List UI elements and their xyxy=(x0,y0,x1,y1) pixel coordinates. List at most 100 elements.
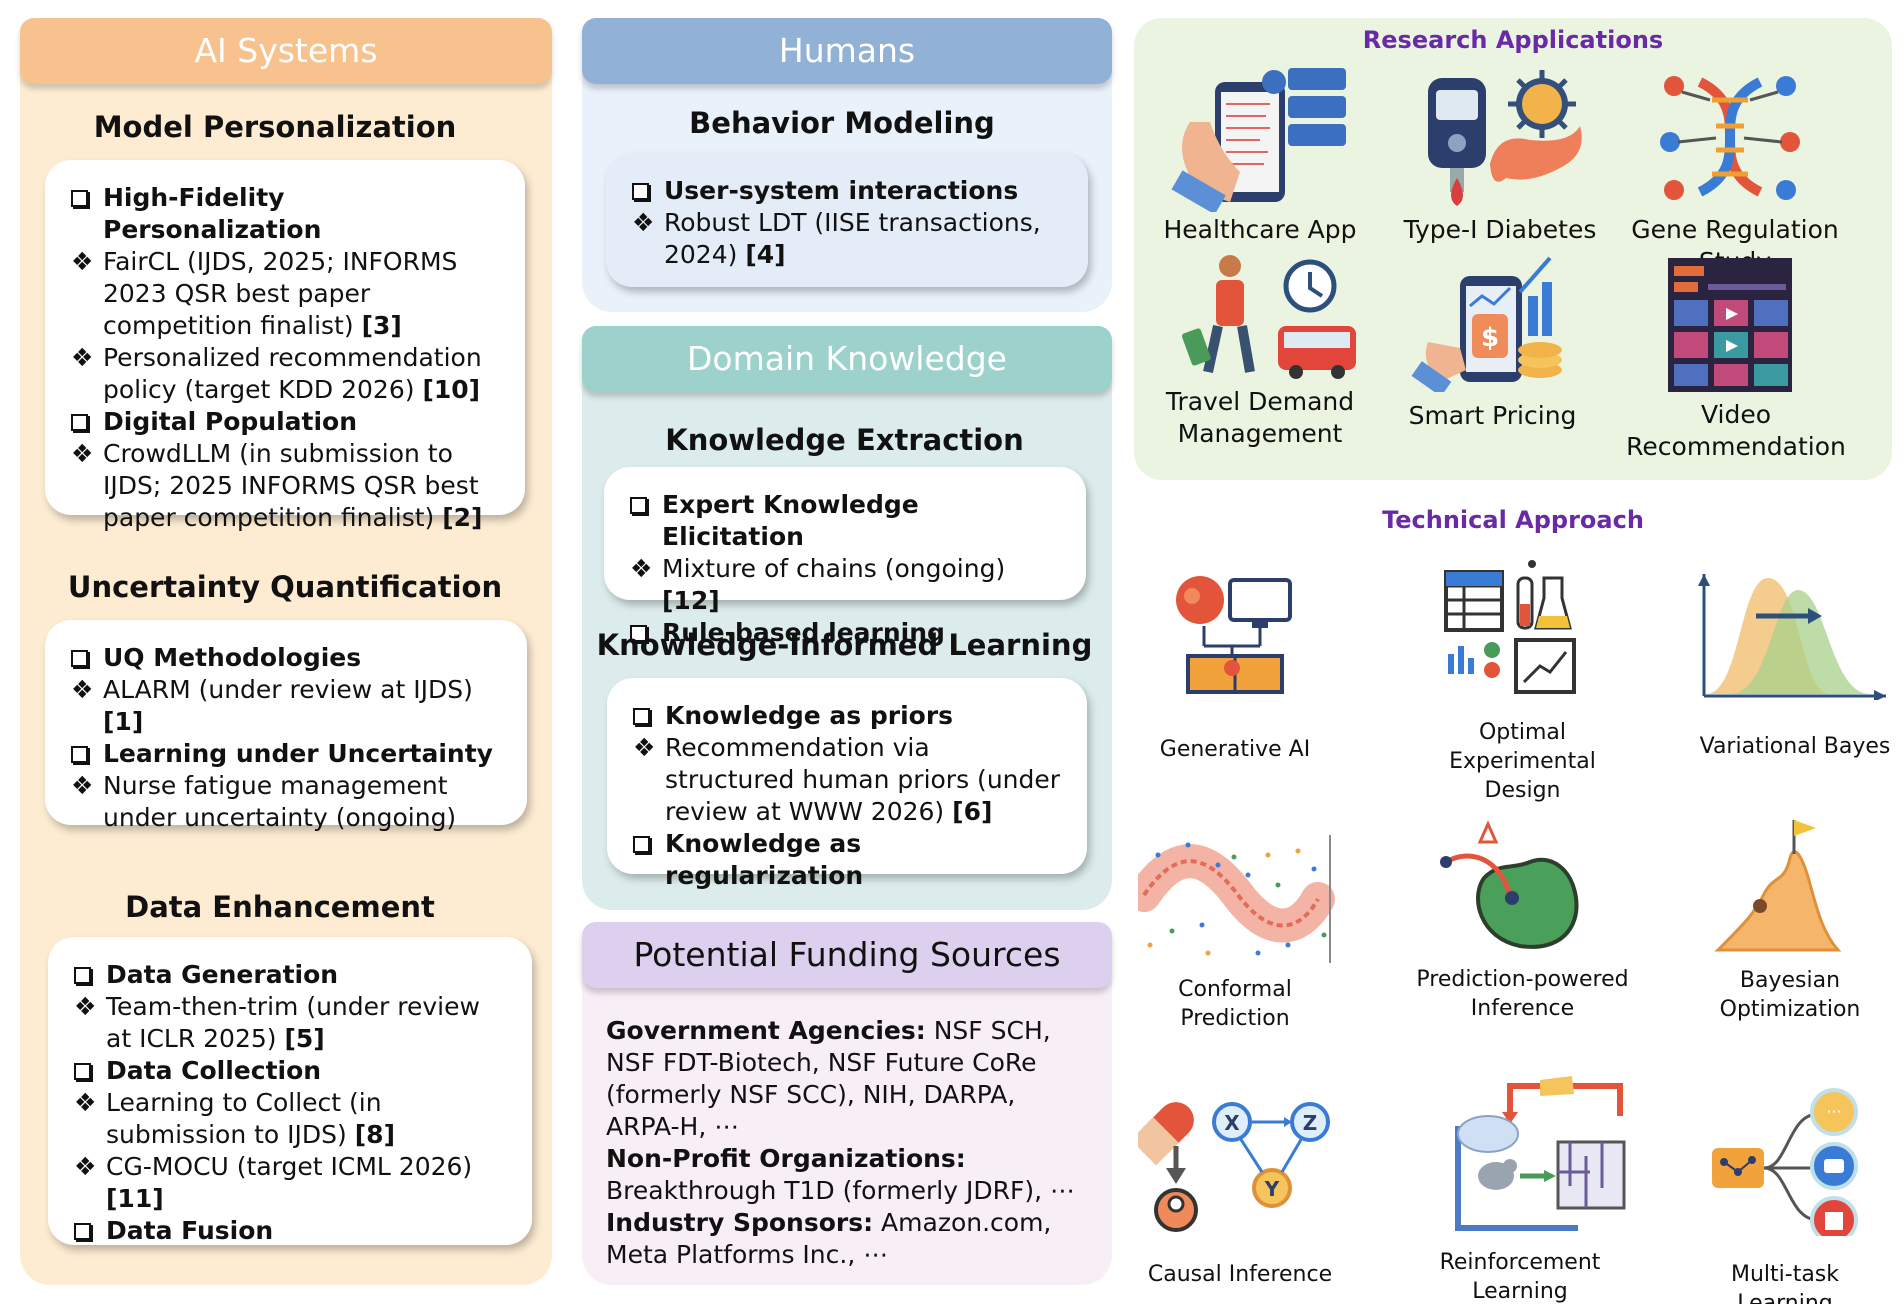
diamond-bullet-icon: ❖ xyxy=(633,733,656,762)
list-text: Nurse fatigue management under uncertain… xyxy=(103,771,457,832)
app-label-smart-pricing: Smart Pricing xyxy=(1408,401,1577,430)
tech-label-conformal-prediction: Conformal Prediction xyxy=(1178,977,1292,1031)
healthcare-app-icon xyxy=(1171,68,1346,212)
list-text: Robust LDT (IISE transactions, 2024) xyxy=(664,208,1041,269)
app-label-travel-demand: Travel Demand Management xyxy=(1165,387,1355,448)
data-enhancement-card: Data Generation ❖ Team-then-trim (under re… xyxy=(48,937,532,1245)
behavior-modeling-title: Behavior Modeling xyxy=(689,106,995,140)
checkbox-bullet-icon xyxy=(74,959,100,992)
list-text: Data Collection xyxy=(106,1056,322,1085)
tech-label-prediction-powered-inference: Prediction-powered Inference xyxy=(1416,967,1629,1021)
funding-nonprofit: Non-Profit Organizations: Breakthrough T… xyxy=(606,1144,1076,1205)
funding-header: Potential Funding Sources xyxy=(582,922,1112,988)
diabetes-icon xyxy=(1428,70,1582,206)
list-item: ❖ CG-MOCU (target ICML 2026) [11] xyxy=(74,1151,508,1215)
knowledge-informed-learning-title: Knowledge-Informed Learning xyxy=(596,628,1093,662)
list-heading: Learning under Uncertainty xyxy=(71,738,503,770)
tech-label-generative-ai: Generative AI xyxy=(1159,737,1311,762)
multi-task-learning-icon: ··· xyxy=(1712,1088,1858,1236)
list-heading: Data Generation xyxy=(74,959,508,991)
list-text: UQ Methodologies xyxy=(103,643,362,672)
causal-node-y: Y xyxy=(1264,1177,1280,1201)
list-text: CrowdLLM (in submission to IJDS; 2025 IN… xyxy=(103,439,479,532)
list-item: ❖ CrowdLLM (in submission to IJDS; 2025 I… xyxy=(71,438,501,534)
checkbox-bullet-icon xyxy=(630,489,656,522)
diamond-bullet-icon: ❖ xyxy=(71,439,94,468)
knowledge-informed-learning-card: Knowledge as priors ❖ Recommendation via s… xyxy=(607,678,1087,890)
list-item: ❖ Robust LDT (IISE transactions, 2024) [4… xyxy=(632,207,1064,271)
checkbox-bullet-icon xyxy=(633,700,659,733)
diamond-bullet-icon: ❖ xyxy=(71,771,94,800)
tech-label-bayesian-optimization: Bayesian Optimization xyxy=(1719,968,1861,1022)
diamond-bullet-icon: ❖ xyxy=(630,554,653,583)
list-heading: Digital Population xyxy=(71,406,501,438)
model-personalization-title: Model Personalization xyxy=(93,110,457,144)
data-enhancement-title: Data Enhancement xyxy=(125,890,435,924)
causal-node-x: X xyxy=(1224,1111,1240,1135)
reference-number: [1] xyxy=(103,707,144,736)
checkbox-bullet-icon xyxy=(632,175,658,208)
tech-label-optimal-experimental-design: Optimal Experimental Design xyxy=(1449,720,1596,803)
diamond-bullet-icon: ❖ xyxy=(71,343,94,372)
list-heading: High-Fidelity Personalization xyxy=(71,182,501,246)
prediction-powered-inference-icon xyxy=(1440,820,1579,949)
list-item: ❖ ALARM (under review at IJDS) [1] xyxy=(71,674,503,738)
causal-inference-icon: X Z Y xyxy=(1138,1102,1330,1232)
experimental-design-icon xyxy=(1444,560,1576,694)
diamond-bullet-icon: ❖ xyxy=(71,247,94,276)
diamond-bullet-icon: ❖ xyxy=(74,1088,97,1117)
diamond-bullet-icon: ❖ xyxy=(74,992,97,1021)
reference-number: [12] xyxy=(662,586,720,615)
list-heading: Data Fusion xyxy=(74,1215,508,1247)
diamond-bullet-icon: ❖ xyxy=(74,1152,97,1181)
list-item: ❖ Learning to Collect (in submission to I… xyxy=(74,1087,508,1151)
checkbox-bullet-icon xyxy=(71,406,97,439)
generative-ai-icon xyxy=(1176,576,1292,694)
list-text: Data Generation xyxy=(106,960,339,989)
conformal-prediction-icon xyxy=(1138,835,1335,963)
reference-number: [4] xyxy=(745,240,786,269)
list-text: High-Fidelity Personalization xyxy=(103,183,322,244)
smart-pricing-icon: $ xyxy=(1411,256,1562,392)
list-text: Learning under Uncertainty xyxy=(103,739,493,768)
model-personalization-card: High-Fidelity Personalization ❖ FairCL (IJ… xyxy=(45,160,525,532)
reinforcement-learning-icon xyxy=(1455,1076,1626,1231)
causal-node-z: Z xyxy=(1303,1111,1318,1135)
checkbox-bullet-icon xyxy=(630,617,656,650)
behavior-modeling-card: User-system interactions ❖ Robust LDT (IIS… xyxy=(606,153,1088,287)
list-text: User-system interactions xyxy=(664,176,1019,205)
video-recommendation-icon xyxy=(1668,258,1792,392)
list-item: ❖ Mixture of chains (ongoing) [12] xyxy=(630,553,1062,617)
funding-industry: Industry Sponsors: Amazon.com, Meta Plat… xyxy=(606,1208,1052,1269)
list-item: ❖ Nurse fatigue management under uncertai… xyxy=(71,770,503,834)
checkbox-bullet-icon xyxy=(71,738,97,771)
list-text: ALARM (under review at IJDS) xyxy=(103,675,473,704)
research-applications-title: Research Applications xyxy=(1362,26,1664,54)
list-item: ❖ Team-then-trim (under review at ICLR 20… xyxy=(74,991,508,1055)
tech-label-reinforcement-learning: Reinforcement Learning xyxy=(1439,1250,1601,1304)
knowledge-extraction-card: Expert Knowledge Elicitation ❖ Mixture of … xyxy=(604,467,1086,647)
list-text: Mixture of chains (ongoing) xyxy=(662,554,1006,583)
diamond-bullet-icon: ❖ xyxy=(632,208,655,237)
reference-number: [2] xyxy=(442,503,483,532)
reference-number: [3] xyxy=(361,311,402,340)
list-heading: Data Collection xyxy=(74,1055,508,1087)
list-heading: Rule-based learning xyxy=(630,617,1062,649)
list-text: Rule-based learning xyxy=(662,618,945,647)
travel-icon xyxy=(1181,255,1356,379)
list-heading: User-system interactions xyxy=(632,175,1064,207)
funding-text: Government Agencies: NSF SCH, NSF FDT-Bi… xyxy=(606,1015,1096,1271)
funding-panel xyxy=(582,932,1112,1285)
svg-text:$: $ xyxy=(1481,323,1499,353)
list-heading: Expert Knowledge Elicitation xyxy=(630,489,1062,553)
uncertainty-quantification-title: Uncertainty Quantification xyxy=(67,570,503,604)
bayesian-optimization-icon xyxy=(1714,820,1842,952)
list-text: CG-MOCU (target ICML 2026) xyxy=(106,1152,473,1181)
checkbox-bullet-icon xyxy=(633,828,659,861)
knowledge-extraction-title: Knowledge Extraction xyxy=(665,423,1024,457)
reference-number: [6] xyxy=(952,797,993,826)
list-text: Personalized recommendation policy (targ… xyxy=(103,343,482,404)
list-text: Recommendation via structured human prio… xyxy=(665,733,1061,826)
list-heading: Knowledge as priors xyxy=(633,700,1063,732)
ai-systems-header: AI Systems xyxy=(20,18,552,84)
